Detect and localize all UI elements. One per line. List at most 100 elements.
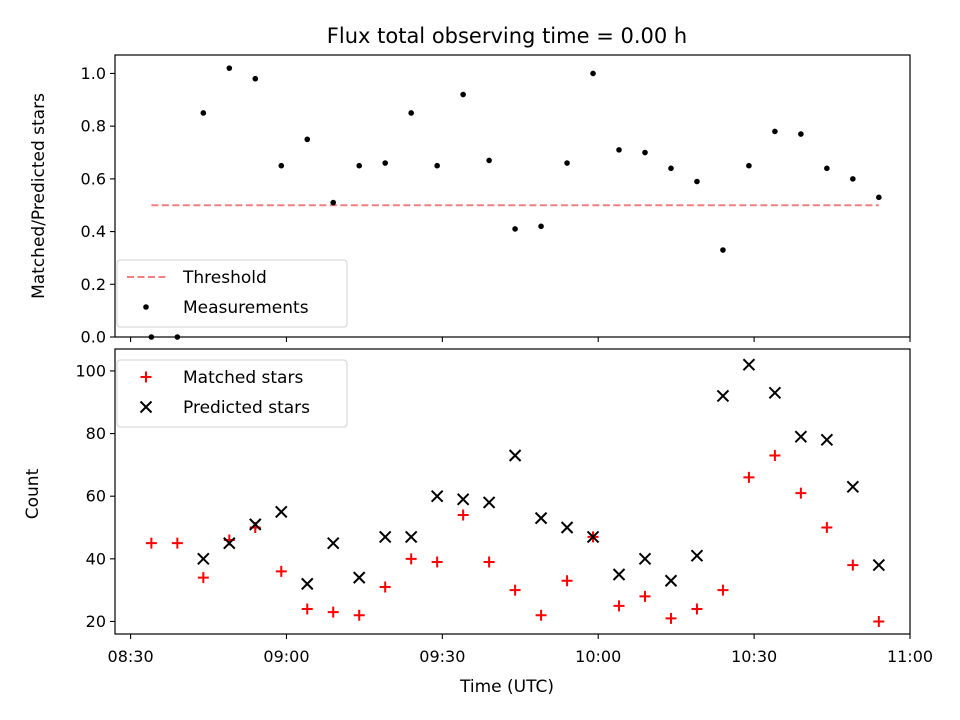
data-point	[301, 577, 314, 591]
y-tick-label: 0.2	[81, 275, 106, 294]
data-point	[824, 165, 830, 172]
data-point	[330, 199, 337, 206]
data-point	[560, 521, 574, 534]
data-point	[664, 574, 678, 587]
top-y-axis-label: Matched/Predicted stars	[29, 93, 49, 299]
legend-swatch	[139, 400, 153, 414]
data-point	[379, 581, 391, 593]
legend-swatch	[143, 304, 149, 310]
count-plot: 20 40 60 80 100 08:30 09:00 09:30 10:00 10:30 11:0…	[75, 348, 933, 666]
data-point	[434, 162, 440, 169]
data-point	[200, 110, 207, 116]
data-point	[327, 536, 340, 550]
data-point	[847, 559, 859, 571]
data-point	[821, 522, 833, 534]
x-tick-label: 09:00	[263, 647, 309, 666]
x-tick-label: 09:30	[419, 647, 465, 666]
data-point	[612, 568, 626, 581]
data-point	[794, 430, 808, 443]
legend-label: Measurements	[183, 298, 309, 318]
data-point	[590, 70, 596, 77]
x-tick-label: 11:00	[887, 647, 933, 666]
data-point	[639, 590, 651, 602]
x-tick-label: 10:00	[575, 647, 621, 666]
data-point	[668, 165, 674, 172]
x-tick-label: 08:30	[108, 647, 154, 666]
data-point	[691, 603, 703, 615]
data-point	[353, 571, 366, 584]
data-point	[197, 552, 210, 566]
data-point	[743, 471, 755, 483]
data-point	[850, 176, 856, 182]
data-point	[508, 449, 522, 462]
data-point	[356, 162, 363, 169]
plot-frame	[114, 348, 911, 635]
data-point	[746, 162, 752, 169]
data-point	[717, 584, 729, 596]
data-point	[768, 386, 782, 400]
data-point	[509, 584, 521, 596]
series-matched-stars	[145, 449, 885, 627]
chart-title: Flux total observing time = 0.00 h	[327, 24, 687, 48]
data-point	[382, 160, 388, 166]
y-tick-label: 0.8	[81, 117, 106, 136]
legend-label: Threshold	[182, 268, 267, 288]
data-point	[460, 91, 466, 98]
bottom-y-axis-label: Count	[23, 468, 43, 519]
data-point	[564, 160, 570, 166]
data-point	[742, 358, 756, 371]
data-point	[772, 128, 778, 135]
y-tick-label: 60	[86, 487, 106, 506]
y-tick-label: 0.0	[81, 328, 106, 347]
y-tick-label: 100	[75, 361, 106, 380]
x-tick-label: 10:30	[731, 647, 777, 666]
data-point	[226, 65, 233, 71]
data-point	[145, 537, 157, 549]
data-point	[174, 334, 181, 340]
legend-label: Matched stars	[183, 368, 303, 388]
data-point	[876, 194, 882, 201]
data-point	[408, 110, 414, 116]
data-point	[798, 131, 804, 137]
legend-box	[116, 359, 348, 428]
data-point	[482, 496, 496, 509]
data-point	[197, 572, 209, 584]
data-point	[405, 553, 417, 565]
data-point	[486, 157, 492, 164]
y-tick-label: 80	[86, 424, 106, 443]
data-point	[301, 603, 313, 615]
x-axis-label: Time (UTC)	[459, 677, 554, 697]
y-tick-label: 0.6	[81, 169, 106, 188]
series-predicted-stars	[197, 358, 886, 591]
series-measurements	[148, 65, 882, 340]
data-point	[690, 549, 704, 562]
data-point	[720, 247, 726, 253]
data-point	[535, 609, 547, 621]
y-tick-label: 20	[86, 612, 106, 631]
legend: Matched stars Predicted stars	[116, 359, 348, 428]
data-point	[873, 615, 885, 627]
legend-swatch	[140, 371, 152, 383]
legend: Threshold Measurements	[116, 259, 348, 328]
y-tick-label: 0.4	[81, 222, 106, 241]
plot-frame	[114, 54, 911, 338]
data-point	[642, 149, 648, 156]
data-point	[327, 606, 339, 618]
data-point	[249, 518, 262, 531]
data-point	[252, 75, 259, 82]
data-point	[278, 162, 285, 169]
data-point	[716, 389, 730, 403]
data-point	[171, 537, 183, 549]
data-point	[430, 489, 444, 503]
data-point	[457, 509, 469, 521]
legend-box	[116, 259, 348, 328]
data-point	[275, 505, 288, 519]
y-tick-label: 40	[86, 549, 106, 568]
data-point	[431, 556, 443, 568]
data-point	[378, 530, 392, 544]
data-point	[148, 334, 155, 340]
data-point	[820, 433, 834, 447]
data-point	[694, 178, 700, 185]
data-point	[512, 226, 518, 232]
